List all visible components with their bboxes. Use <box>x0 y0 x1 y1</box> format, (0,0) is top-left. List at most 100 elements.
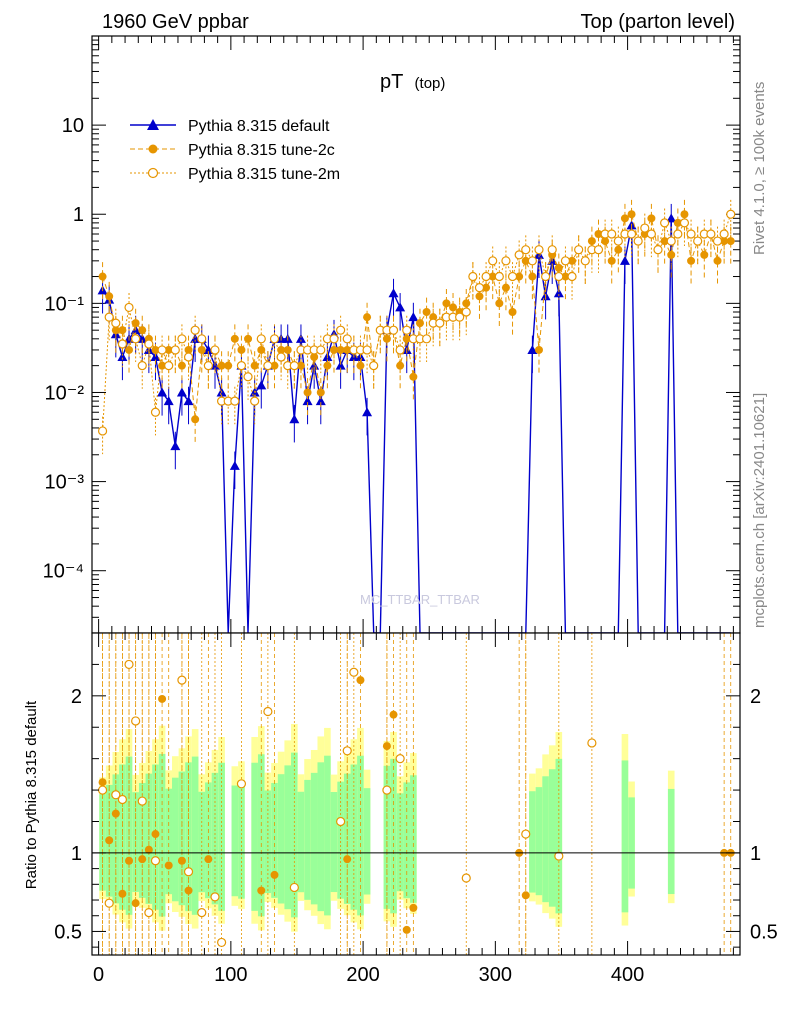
inner-band <box>238 781 245 899</box>
data-point <box>422 307 431 316</box>
inner-band <box>555 758 563 914</box>
data-point <box>647 214 656 223</box>
data-point <box>270 361 279 370</box>
ratio-point <box>144 907 154 918</box>
data-point <box>494 271 504 282</box>
data-point <box>408 312 419 322</box>
data-point <box>534 245 544 255</box>
data-point <box>296 361 305 370</box>
inner-band <box>310 772 318 905</box>
inner-band <box>621 760 629 913</box>
data-point <box>256 334 266 344</box>
inner-band <box>191 756 199 915</box>
data-point <box>666 213 677 223</box>
data-point <box>468 271 478 282</box>
data-point <box>396 361 405 370</box>
data-point <box>151 345 160 354</box>
data-point <box>243 372 253 382</box>
inner-band <box>277 774 285 904</box>
data-point <box>236 361 247 371</box>
inner-band <box>231 785 239 897</box>
ratio-point <box>131 899 140 908</box>
inner-band <box>165 788 173 895</box>
data-point <box>97 426 108 436</box>
x-tick-label: 200 <box>346 964 379 986</box>
data-point <box>170 345 180 355</box>
ratio-point <box>356 676 365 685</box>
legend-label: Pythia 8.315 default <box>188 118 330 135</box>
data-point <box>673 229 683 239</box>
data-point <box>124 302 134 313</box>
legend-marker <box>147 167 159 179</box>
data-point <box>402 325 412 335</box>
legend-marker <box>148 144 158 154</box>
ratio-y-tick-label: 0.5 <box>54 921 82 943</box>
ratio-point <box>336 816 346 827</box>
data-point <box>329 334 339 344</box>
data-point <box>686 229 696 239</box>
inner-band <box>125 756 133 915</box>
data-point <box>607 229 617 239</box>
inner-band <box>257 754 265 917</box>
data-point <box>553 288 564 298</box>
inner-band <box>542 776 549 903</box>
data-point <box>488 256 498 266</box>
inner-band <box>158 753 166 917</box>
data-point <box>217 361 226 370</box>
process-label: Top (parton level) <box>580 11 735 33</box>
y-tick-label: 1 <box>73 204 84 226</box>
data-point <box>508 307 517 316</box>
data-point <box>283 345 292 354</box>
data-point <box>574 245 584 255</box>
data-point <box>594 230 603 239</box>
ratio-point <box>409 903 418 912</box>
ratio-point <box>343 855 352 864</box>
data-point <box>315 396 326 406</box>
data-point <box>540 271 551 282</box>
ratio-panel: 0.5 0.5 1 1 2 2 0 100 200 300 400 Ratio to Pythia … <box>23 632 778 986</box>
plot-title: pT (top) <box>380 71 445 93</box>
ratio-point <box>210 892 220 902</box>
ratio-series-1 <box>97 633 597 955</box>
data-point <box>533 249 544 259</box>
inner-band <box>363 788 371 895</box>
ratio-point <box>521 829 531 839</box>
data-point <box>409 372 418 381</box>
data-point <box>177 361 186 370</box>
data-point <box>250 396 260 406</box>
data-point <box>150 407 161 417</box>
ratio-point <box>137 796 147 806</box>
data-point <box>117 339 128 349</box>
data-point <box>157 387 168 397</box>
y-tick-label: 10⁻¹ <box>45 293 85 315</box>
ratio-point <box>587 738 597 748</box>
data-point <box>229 460 240 470</box>
data-point <box>481 271 491 282</box>
data-point <box>137 361 147 371</box>
data-point <box>237 345 246 354</box>
ratio-point <box>138 855 147 864</box>
data-point <box>323 361 332 370</box>
y-tick-label: 10⁻⁴ <box>43 561 84 583</box>
data-point <box>335 360 346 370</box>
data-point <box>547 245 557 255</box>
data-point <box>475 292 484 301</box>
data-point <box>455 312 465 322</box>
data-point <box>183 352 194 362</box>
legend-label: Pythia 8.315 tune-2m <box>188 166 340 183</box>
ratio-point <box>111 790 121 800</box>
data-point <box>402 334 411 343</box>
data-point <box>183 396 194 406</box>
legend-marker <box>147 119 159 130</box>
data-point <box>289 414 300 424</box>
data-point <box>726 237 735 246</box>
ratio-point <box>236 779 247 789</box>
data-point <box>619 255 630 265</box>
data-point <box>356 361 365 370</box>
data-point <box>554 271 564 282</box>
data-point <box>362 345 372 355</box>
data-point <box>567 271 577 282</box>
data-point <box>382 334 391 343</box>
data-point <box>626 229 637 239</box>
